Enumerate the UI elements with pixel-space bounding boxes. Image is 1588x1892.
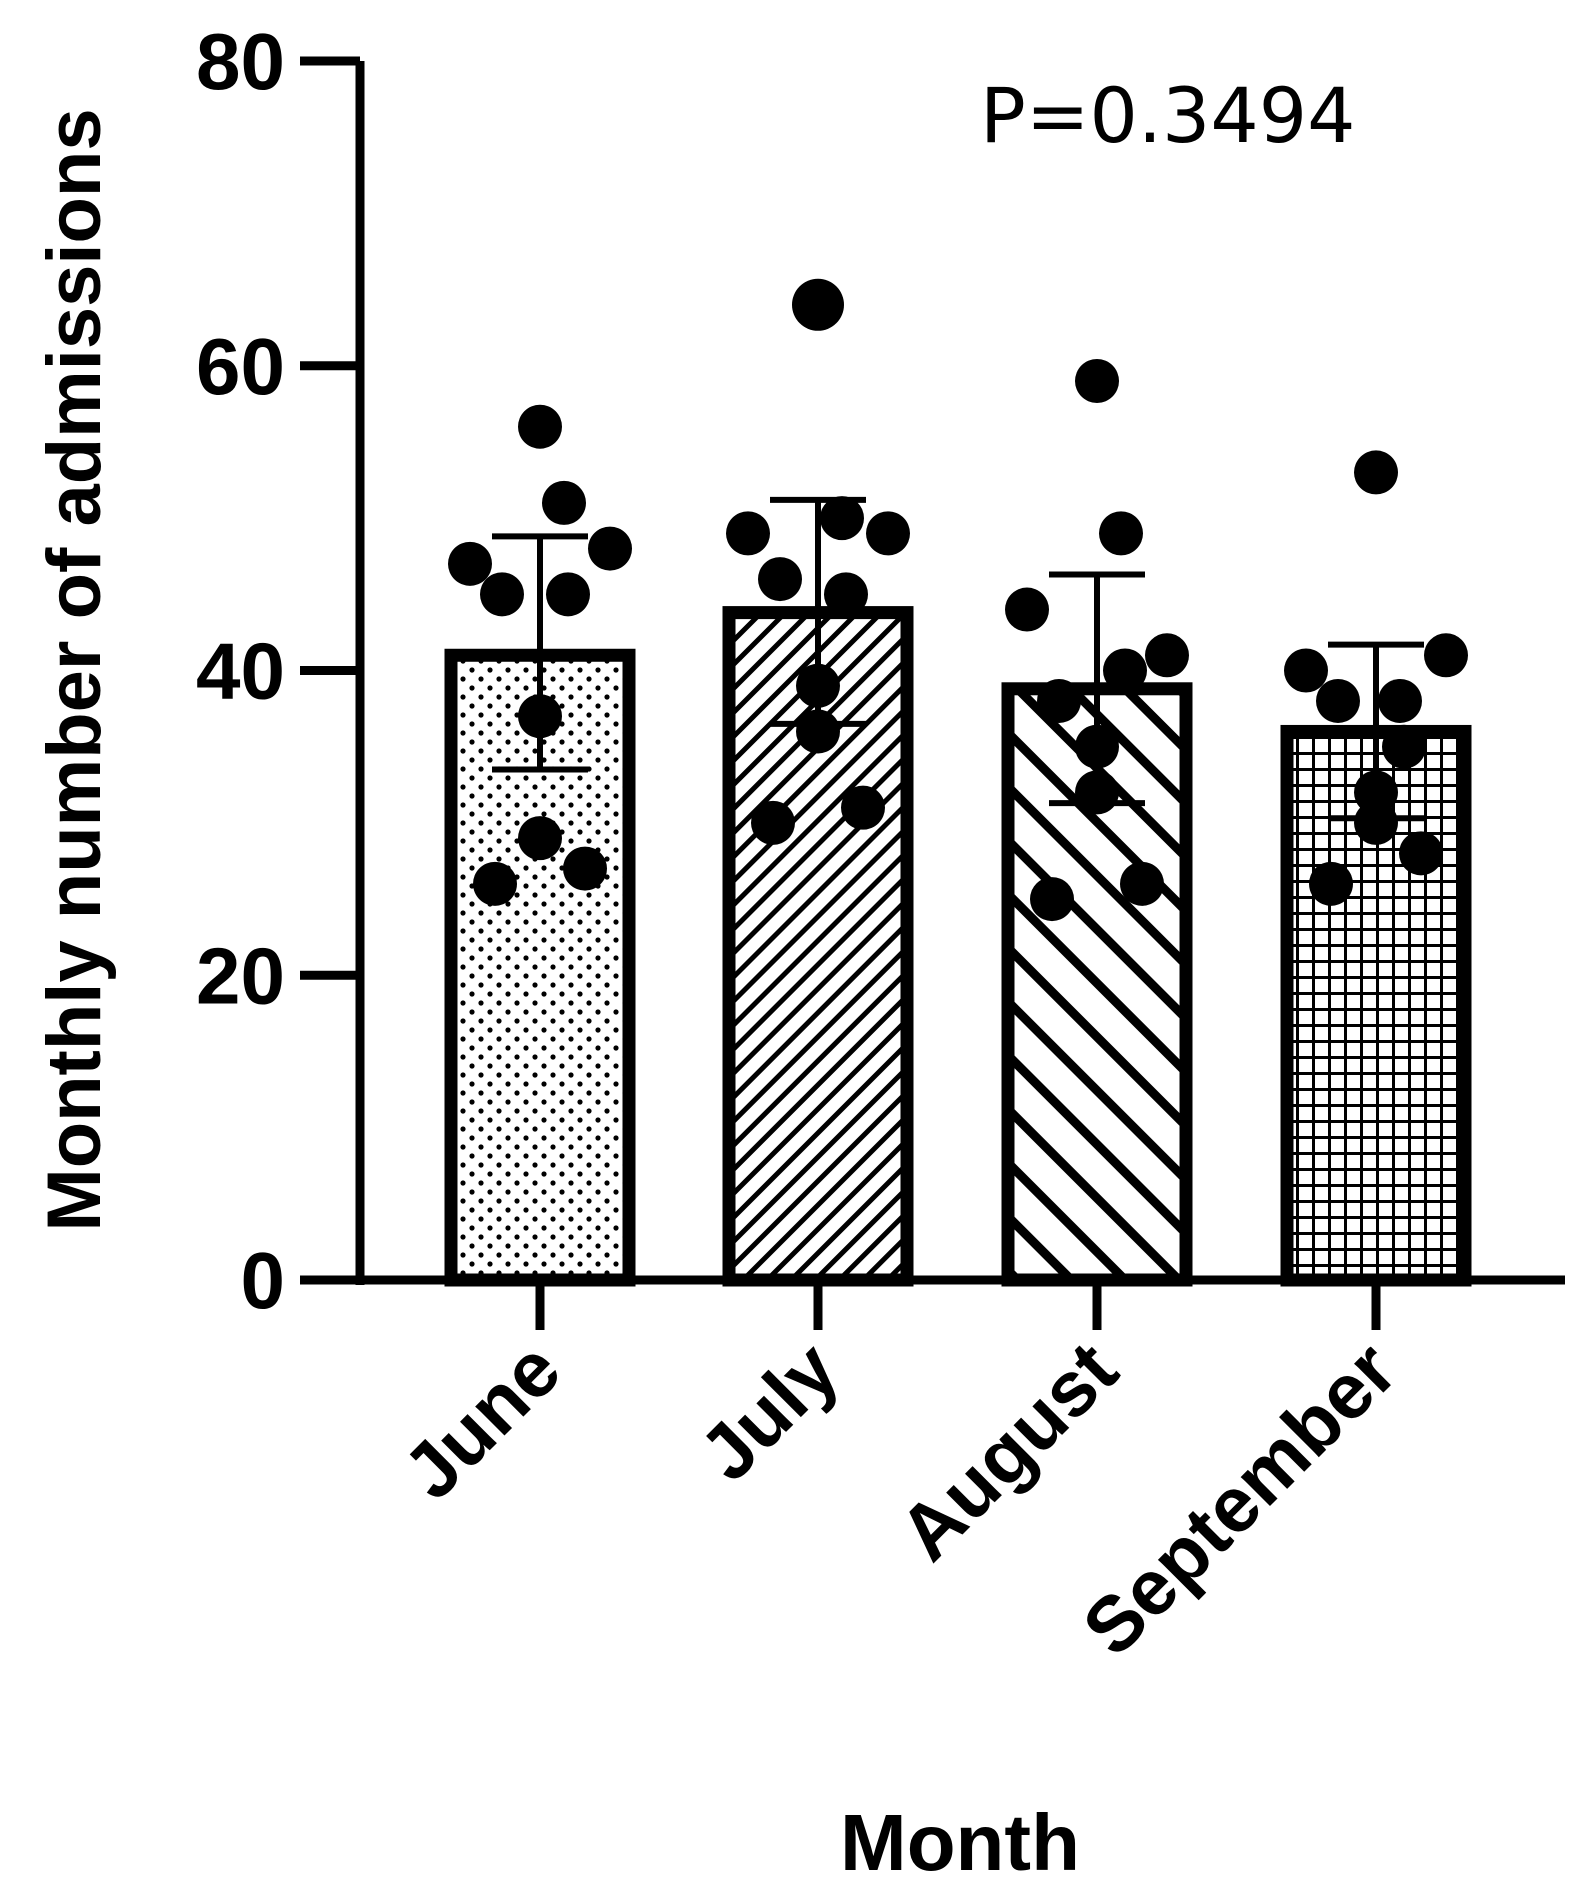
data-point-august [1099, 511, 1143, 556]
data-point-september [1378, 678, 1422, 723]
data-point-september [1316, 678, 1360, 723]
data-point-august [1037, 678, 1081, 723]
data-point-july [841, 785, 885, 830]
data-point-august [1120, 861, 1164, 906]
data-point-september [1284, 648, 1328, 693]
data-point-september [1382, 724, 1426, 769]
data-point-july [824, 572, 868, 617]
data-point-june [480, 572, 524, 617]
y-tick-label: 20 [196, 931, 285, 1020]
y-tick-label: 80 [196, 17, 285, 106]
data-point-june [518, 694, 562, 739]
data-point-september [1354, 800, 1398, 845]
x-tick-label-june: June [386, 1325, 577, 1516]
data-point-august [1005, 587, 1049, 632]
data-point-june [448, 541, 492, 586]
data-point-july [866, 511, 910, 556]
data-point-july [758, 557, 802, 602]
data-point-july [792, 278, 844, 331]
data-point-june [563, 846, 607, 891]
data-point-september [1424, 633, 1468, 678]
data-point-september [1309, 861, 1353, 906]
p-value-annotation: P=0.3494 [980, 71, 1355, 160]
x-axis-label: Month [840, 1798, 1080, 1887]
data-point-june [546, 572, 590, 617]
data-point-august [1145, 633, 1189, 678]
data-point-july [796, 709, 840, 754]
y-tick-label: 60 [196, 322, 285, 411]
data-point-july [796, 663, 840, 708]
data-point-august [1030, 877, 1074, 922]
y-tick-label: 0 [241, 1236, 286, 1325]
data-point-july [726, 511, 770, 556]
y-axis-label: Monthly number of admissions [32, 108, 117, 1231]
data-point-june [473, 861, 517, 906]
data-point-july [751, 800, 795, 845]
data-point-july [820, 496, 864, 541]
data-point-august [1075, 724, 1119, 769]
data-point-june [588, 526, 632, 571]
data-point-september [1354, 450, 1398, 495]
bar-september [1280, 724, 1472, 1287]
data-point-june [518, 404, 562, 449]
data-point-august [1075, 358, 1119, 403]
x-tick-label-august: August [882, 1325, 1134, 1577]
data-point-august [1075, 770, 1119, 815]
x-tick-label-july: July [682, 1325, 855, 1498]
data-point-september [1354, 770, 1398, 815]
data-point-september [1399, 831, 1443, 876]
y-tick-label: 40 [196, 627, 285, 716]
data-point-august [1103, 648, 1147, 693]
data-point-june [518, 816, 562, 861]
data-point-june [542, 480, 586, 525]
